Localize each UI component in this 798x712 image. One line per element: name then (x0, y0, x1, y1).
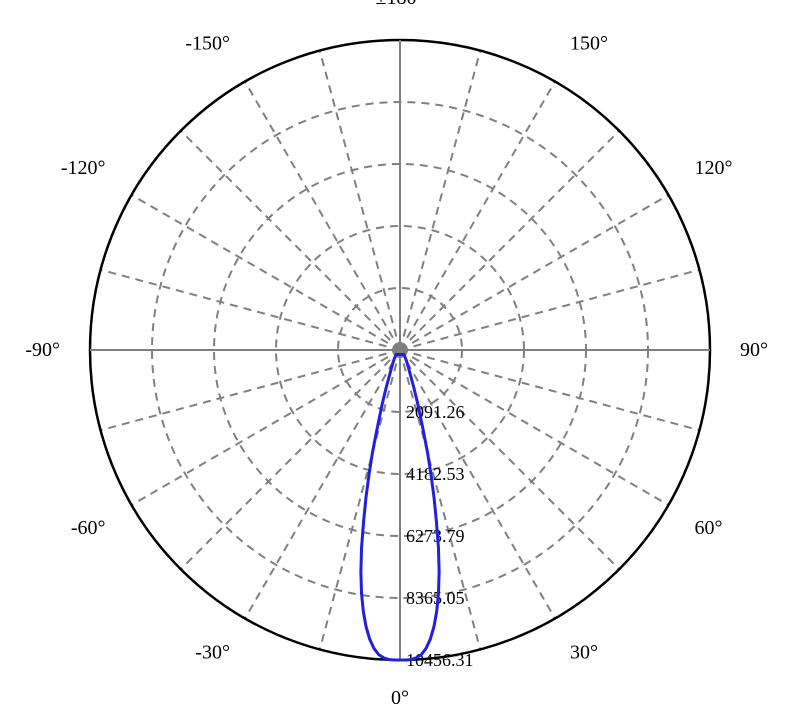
polar-svg: 2091.26 4182.53 6273.79 8365.05 10456.31 ±180… (0, 0, 798, 712)
angle-label: ±180° (376, 0, 425, 9)
angle-label: -90° (25, 339, 60, 361)
polar-chart: 2091.26 4182.53 6273.79 8365.05 10456.31 ±180… (0, 0, 798, 712)
angle-label: 0° (391, 687, 409, 709)
angle-label: -30° (195, 641, 230, 663)
angle-label: 150° (570, 33, 608, 55)
angle-label: -60° (71, 517, 106, 539)
angle-label: -150° (185, 33, 230, 55)
angle-label: 120° (694, 157, 732, 179)
angle-label: -120° (61, 157, 106, 179)
radial-label: 8365.05 (406, 588, 465, 608)
radial-label: 10456.31 (406, 650, 474, 670)
angle-label: 30° (570, 641, 598, 663)
angle-label: 90° (740, 339, 768, 361)
angle-label: 60° (694, 517, 722, 539)
radial-label: 6273.79 (406, 526, 465, 546)
radial-label: 4182.53 (406, 464, 465, 484)
radial-label: 2091.26 (406, 402, 465, 422)
